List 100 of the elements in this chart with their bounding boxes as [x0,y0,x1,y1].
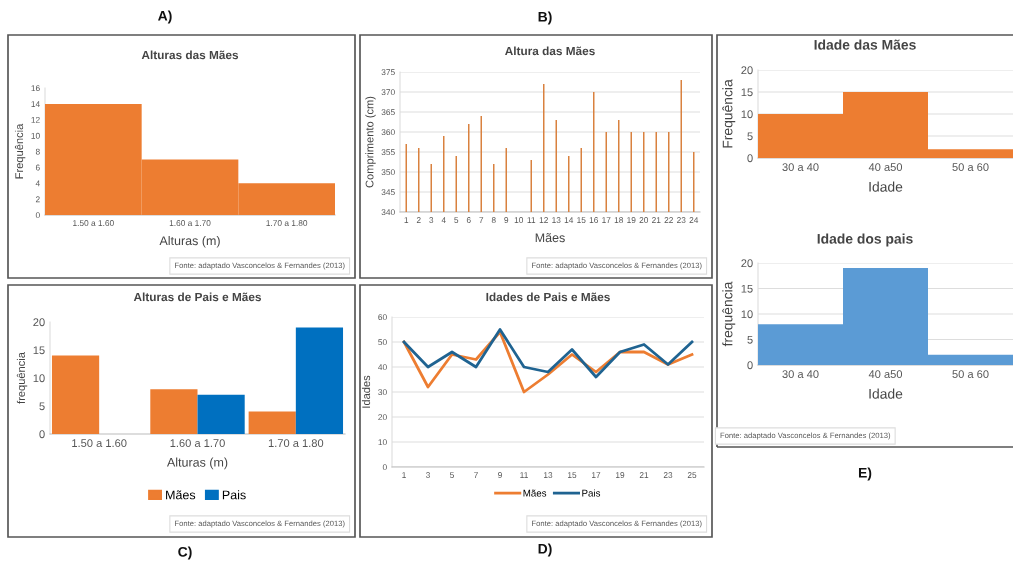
x-tick-label: 17 [602,217,611,223]
y-tick-label: 355 [381,149,395,156]
x-axis-title: Idade [869,388,903,399]
x-tick-label: 7 [474,472,478,478]
y-axis-title: Frequência [14,123,26,179]
y-tick-label: 5 [39,402,45,411]
bar [150,389,198,434]
x-tick-label: 50 a 60 [952,163,989,172]
x-axis-title: Idade [869,181,903,192]
bar [248,411,296,434]
x-tick-label: 10 [514,217,524,223]
x-tick-label: 4 [441,217,446,223]
x-axis-title: Alturas (m) [159,235,220,248]
chart-title: Idade dos pais [817,233,913,247]
y-tick-label: 360 [381,129,395,136]
y-axis-title: frequência [16,352,28,404]
x-tick-label: 30 a 40 [782,163,819,172]
x-tick-label: 14 [564,217,574,223]
y-tick-label: 0 [747,361,753,370]
y-tick-label: 375 [381,69,395,76]
x-tick-label: 1.70 a 1.80 [266,220,308,226]
y-tick-label: 10 [31,132,40,139]
y-tick-label: 20 [378,414,387,421]
y-tick-label: 20 [741,66,753,75]
x-tick-label: 9 [504,217,509,223]
y-tick-label: 30 [378,389,387,396]
text: B) [538,11,552,25]
x-tick-label: 3 [426,472,430,478]
bar [51,355,100,434]
x-tick-label: 6 [466,217,471,223]
x-tick-label: 23 [663,472,673,478]
x-tick-label: 18 [614,217,624,223]
x-tick-label: 5 [450,472,454,478]
y-tick-label: 15 [741,88,753,97]
text: D) [538,543,552,557]
x-tick-label: 7 [479,217,484,223]
chart-title: Idades de Pais e Mães [486,292,610,302]
y-tick-label: 0 [39,430,45,439]
x-axis-title: Mães [535,233,565,243]
y-tick-label: 60 [378,314,387,321]
x-tick-label: 20 [639,217,649,223]
y-tick-label: 50 [378,339,387,346]
y-tick-label: 0 [747,154,753,163]
x-tick-label: 22 [664,217,673,223]
y-tick-label: 16 [31,85,40,92]
x-tick-label: 11 [527,217,536,223]
y-tick-label: 40 [378,364,387,371]
x-tick-label: 19 [627,217,636,223]
x-tick-label: 50 a 60 [952,370,989,379]
x-tick-label: 2 [416,217,421,223]
x-tick-label: 16 [589,217,599,223]
legend-label: Mães [523,489,547,497]
x-tick-label: 13 [544,472,553,478]
x-tick-label: 1.50 a 1.60 [72,439,127,448]
y-axis-title: Idades [361,375,371,408]
x-tick-label: 15 [577,217,586,223]
y-axis-title: frequência [722,281,736,347]
y-tick-label: 0 [382,464,387,471]
text: C) [178,546,192,560]
x-tick-label: 5 [454,217,459,223]
y-tick-label: 15 [33,346,45,355]
y-tick-label: 340 [381,209,395,216]
y-tick-label: 10 [741,310,753,319]
x-tick-label: 40 a50 [868,163,903,172]
x-tick-label: 1 [402,472,406,478]
y-tick-label: 370 [381,89,395,96]
y-tick-label: 8 [35,148,40,155]
text: A) [158,10,172,24]
y-tick-label: 10 [741,110,753,119]
x-tick-label: 3 [429,217,434,223]
y-tick-label: 20 [33,318,45,327]
x-tick-label: 21 [639,472,649,478]
line-series [402,328,694,379]
x-axis-title: Alturas (m) [166,457,228,470]
chart-title: Alturas das Mães [141,50,239,60]
x-tick-label: 8 [491,217,496,223]
chart-title: Idade das Mães [814,39,916,50]
legend-label: Pais [582,489,601,497]
y-tick-label: 0 [35,212,40,219]
x-tick-label: 21 [652,217,661,223]
y-tick-label: 20 [741,259,753,268]
x-tick-label: 15 [568,472,577,478]
x-tick-label: 1.60 a 1.70 [169,220,211,226]
x-tick-label: 25 [687,472,697,478]
y-axis-title: Comprimento (cm) [365,96,376,188]
y-tick-label: 2 [35,196,40,203]
text: E) [858,467,872,481]
x-tick-label: 1.60 a 1.70 [170,439,225,448]
y-tick-label: 12 [31,116,40,123]
chart-title: Altura das Mães [505,46,595,56]
chart-title: Alturas de Pais e Mães [133,292,261,302]
legend-label: Mães [166,490,196,500]
y-tick-label: 5 [747,132,753,141]
y-tick-label: 15 [741,284,753,293]
x-tick-label: 13 [552,217,561,223]
y-tick-label: 345 [381,189,395,196]
x-tick-label: 1.50 a 1.60 [73,220,114,226]
x-tick-label: 1 [404,217,409,223]
bar [197,394,245,434]
y-tick-label: 14 [31,101,40,107]
